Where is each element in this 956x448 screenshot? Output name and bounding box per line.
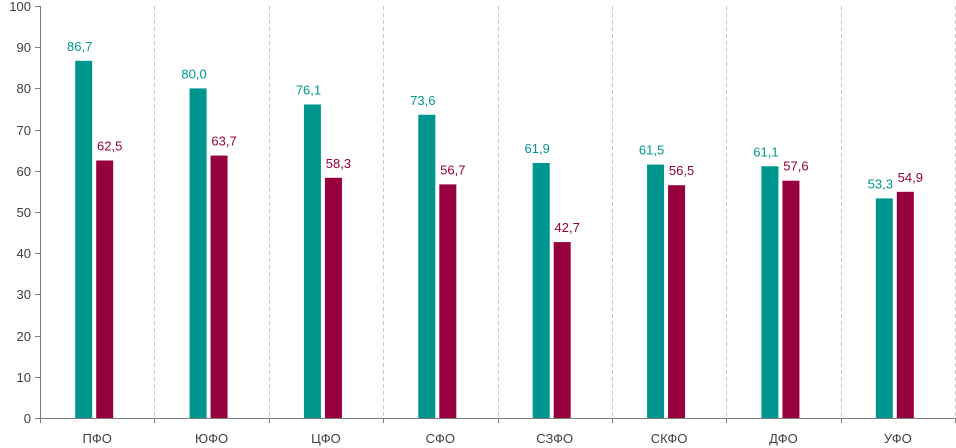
x-category-label: ДФО (769, 431, 798, 446)
axes: 0 10 20 30 40 50 60 70 80 90 100 ПФО ЮФО ЦФО СФО СЗФО СК… (9, 0, 956, 446)
x-category-label: СКФО (651, 431, 688, 446)
y-tick-label: 100 (9, 0, 31, 14)
y-tick-label: 0 (24, 411, 31, 426)
data-label-series-2-4: 56,7 (440, 162, 465, 177)
bar-series-2-3 (324, 177, 342, 418)
y-tick-label: 50 (17, 205, 31, 220)
x-category-label: СФО (426, 431, 455, 446)
y-tick-label: 30 (17, 287, 31, 302)
data-label-series-1-4: 73,6 (410, 93, 435, 108)
y-tick-label: 80 (17, 81, 31, 96)
bar-series-1-3 (303, 104, 321, 418)
y-tick-label: 40 (17, 246, 31, 261)
data-label-series-2-5: 42,7 (555, 220, 580, 235)
bar-series-2-5 (553, 242, 571, 418)
data-label-series-1-6: 61,5 (639, 143, 664, 158)
data-labels: 86,7 62,5 80,0 63,7 76,1 58,3 73,6 56,7 61,9 42,7… (67, 39, 923, 235)
bar-series-1-1 (75, 60, 93, 419)
data-label-series-1-7: 61,1 (753, 144, 778, 159)
bar-series-1-2 (189, 88, 207, 419)
data-label-series-1-5: 61,9 (525, 141, 550, 156)
data-label-series-1-2: 80,0 (181, 66, 206, 81)
bar-series-2-7 (782, 180, 800, 418)
bar-series-2-8 (896, 191, 914, 418)
x-category-label: ЮФО (195, 431, 228, 446)
data-label-series-2-7: 57,6 (783, 159, 808, 174)
bar-series-2-6 (668, 185, 686, 418)
bar-series-1-7 (761, 166, 779, 418)
data-label-series-1-3: 76,1 (296, 82, 321, 97)
bar-series-2-4 (439, 184, 457, 418)
bar-series-1-5 (532, 162, 550, 418)
x-category-label: ЦФО (311, 431, 341, 446)
x-category-label: СЗФО (536, 431, 573, 446)
bar-series-1-8 (875, 198, 893, 418)
x-category-label: УФО (884, 431, 912, 446)
bar-series-1-4 (418, 114, 436, 418)
bar-series-2-1 (96, 160, 114, 418)
data-label-series-1-1: 86,7 (67, 39, 92, 54)
data-label-series-2-6: 56,5 (669, 163, 694, 178)
y-tick-label: 90 (17, 40, 31, 55)
y-tick-label: 60 (17, 164, 31, 179)
y-tick-label: 10 (17, 370, 31, 385)
data-label-series-1-8: 53,3 (868, 176, 893, 191)
y-tick-label: 70 (17, 123, 31, 138)
data-label-series-2-8: 54,9 (898, 170, 923, 185)
data-label-series-2-3: 58,3 (326, 156, 351, 171)
y-tick-label: 20 (17, 329, 31, 344)
bar-series-2-2 (210, 155, 228, 418)
bar-series-1-6 (647, 164, 665, 418)
data-label-series-2-2: 63,7 (211, 134, 236, 149)
data-label-series-2-1: 62,5 (97, 139, 122, 154)
x-category-label: ПФО (83, 431, 112, 446)
bars (75, 60, 914, 419)
